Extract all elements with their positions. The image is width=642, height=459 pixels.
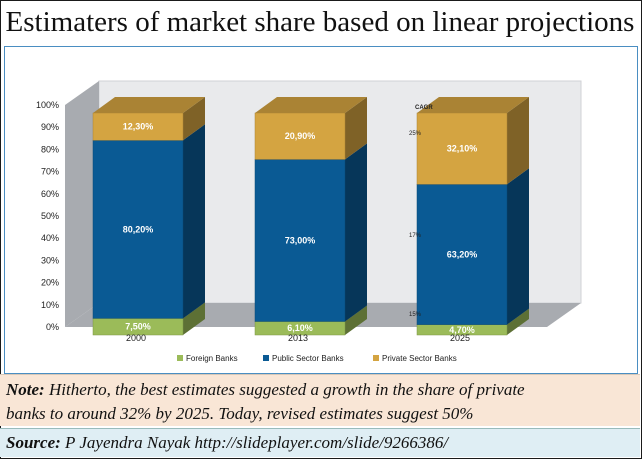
bar-public-sector-banks bbox=[254, 159, 346, 322]
stacked-bar-chart: 0% 10% 20% 30% 40% 50% 60% 70% 80% 90% 100% 7,50% 80… bbox=[36, 80, 582, 363]
data-label: 12,30% bbox=[123, 122, 154, 132]
data-label: 20,90% bbox=[285, 131, 316, 141]
bar-public-sector-banks bbox=[92, 140, 184, 319]
bar-side-private-sector-banks bbox=[183, 97, 205, 141]
cagr-public: 17% bbox=[409, 233, 422, 239]
bar-side-public-sector-banks bbox=[183, 124, 205, 319]
data-label: 63,20% bbox=[447, 249, 478, 259]
data-label: 6,10% bbox=[287, 323, 313, 333]
legend-label: Private Sector Banks bbox=[382, 354, 457, 363]
y-tick-label: 10% bbox=[41, 300, 59, 310]
y-tick-label: 0% bbox=[46, 322, 59, 332]
bar-private-sector-banks bbox=[92, 112, 184, 141]
legend-swatch bbox=[177, 355, 183, 361]
x-tick-label: 2025 bbox=[450, 333, 470, 343]
bar-top-private-sector-banks bbox=[417, 97, 529, 113]
chart-side-wall bbox=[65, 81, 99, 327]
legend-swatch bbox=[263, 355, 269, 361]
source-text: P Jayendra Nayak http://slideplayer.com/… bbox=[65, 433, 449, 452]
bar-side-private-sector-banks bbox=[507, 97, 529, 185]
data-label: 4,70% bbox=[449, 325, 475, 335]
cagr-foreign: 15% bbox=[409, 312, 422, 318]
bar-side-foreign-banks bbox=[345, 305, 367, 335]
bar-side-private-sector-banks bbox=[345, 97, 367, 160]
data-label: 7,50% bbox=[125, 322, 151, 332]
note-line-2: banks to around 32% by 2025. Today, revi… bbox=[6, 404, 474, 423]
note-label: Note: bbox=[6, 380, 45, 399]
legend-label: Foreign Banks bbox=[186, 354, 238, 363]
y-tick-label: 50% bbox=[41, 211, 59, 221]
bar-side-public-sector-banks bbox=[345, 143, 367, 322]
bar-top-private-sector-banks bbox=[93, 97, 205, 113]
y-tick-label: 20% bbox=[41, 278, 59, 288]
bar-private-sector-banks bbox=[254, 112, 346, 160]
cagr-title: CAGR bbox=[415, 105, 433, 111]
bar-side-foreign-banks bbox=[507, 308, 529, 335]
data-label: 80,20% bbox=[123, 224, 154, 234]
bar-side-foreign-banks bbox=[183, 302, 205, 335]
y-tick-label: 60% bbox=[41, 189, 59, 199]
note-line-1: Hitherto, the best estimates suggested a… bbox=[48, 380, 525, 399]
y-tick-label: 80% bbox=[41, 144, 59, 154]
y-tick-label: 100% bbox=[36, 100, 59, 110]
bar-private-sector-banks bbox=[416, 112, 508, 185]
chart-frame: 0% 10% 20% 30% 40% 50% 60% 70% 80% 90% 100% 7,50% 80… bbox=[4, 46, 638, 374]
note-box: Note: Hitherto, the best estimates sugge… bbox=[0, 374, 640, 426]
x-tick-label: 2000 bbox=[126, 333, 146, 343]
y-tick-label: 30% bbox=[41, 255, 59, 265]
source-label: Source: bbox=[6, 433, 61, 452]
slide-title: Estimaters of market share based on line… bbox=[5, 6, 635, 38]
legend-swatch bbox=[373, 355, 379, 361]
bar-top-private-sector-banks bbox=[255, 97, 367, 113]
x-tick-label: 2013 bbox=[288, 333, 308, 343]
data-label: 32,10% bbox=[447, 144, 478, 154]
y-tick-label: 70% bbox=[41, 167, 59, 177]
source-box: Source: P Jayendra Nayak http://slidepla… bbox=[0, 428, 640, 457]
data-label: 73,00% bbox=[285, 235, 316, 245]
bar-side-public-sector-banks bbox=[507, 168, 529, 325]
legend-label: Public Sector Banks bbox=[272, 354, 344, 363]
y-tick-label: 90% bbox=[41, 122, 59, 132]
y-tick-label: 40% bbox=[41, 233, 59, 243]
cagr-private: 25% bbox=[409, 131, 422, 137]
bar-public-sector-banks bbox=[416, 184, 508, 325]
